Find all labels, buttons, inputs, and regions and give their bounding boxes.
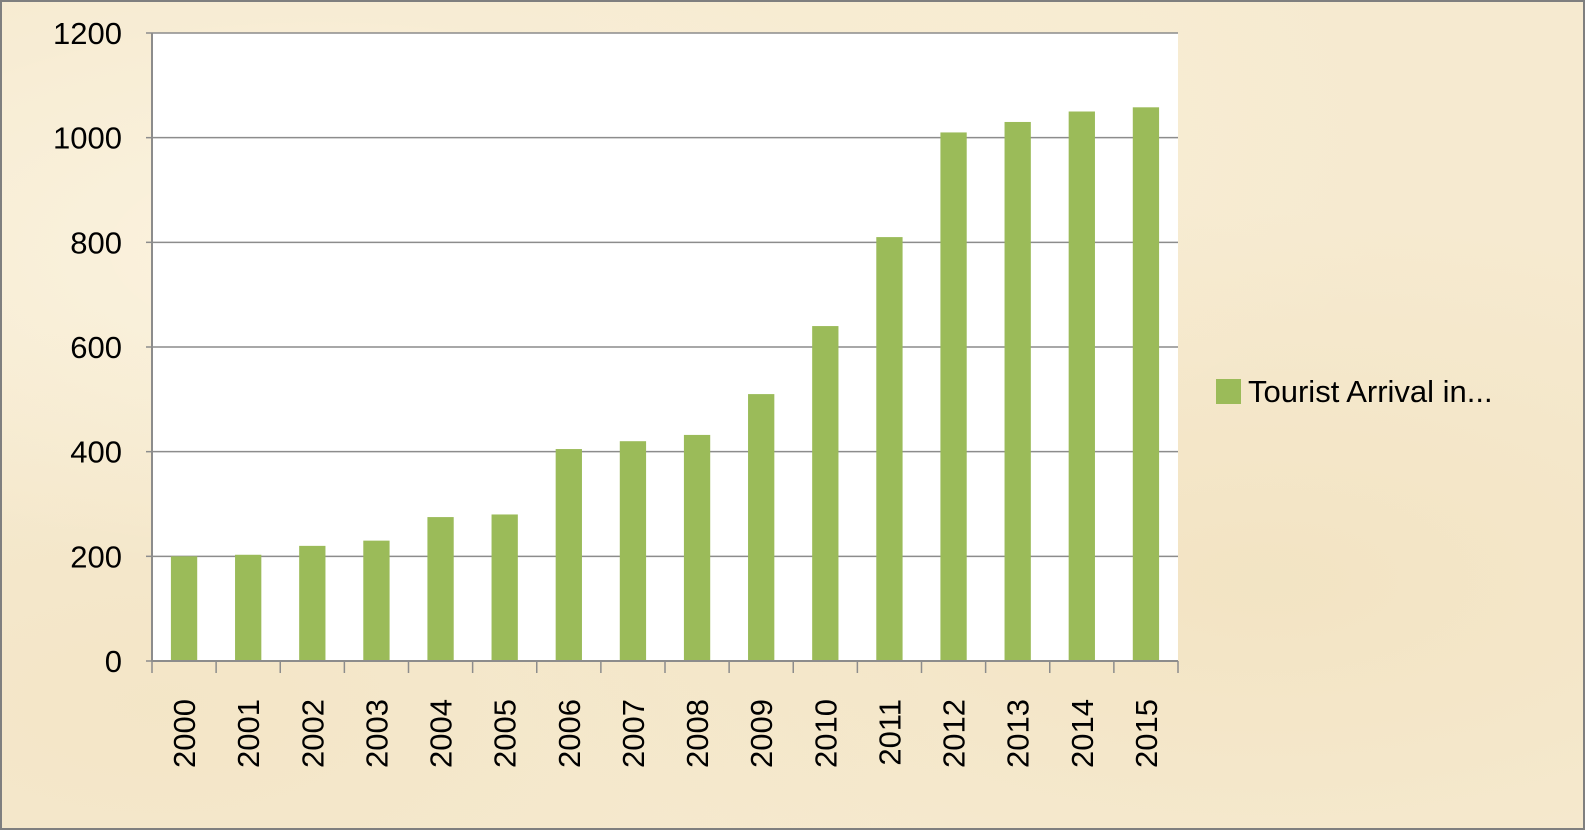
x-tick-label: 2013 [1001,699,1036,768]
x-tick-label: 2009 [744,699,779,768]
x-tick-label: 2005 [488,699,523,768]
bar [555,449,582,661]
bar [812,326,839,661]
x-tick-label: 2008 [680,699,715,768]
y-tick-labels: 0 200 400 600 800 1000 1200 [53,16,122,679]
x-tick-label: 2007 [616,699,651,768]
x-tick-label: 2014 [1065,699,1100,768]
x-tick-label: 2004 [424,699,459,768]
x-tick-labels: 2000 2001 2002 2003 2004 2005 2006 2007 2008 2009… [167,699,1164,768]
x-tick-label: 2006 [552,699,587,768]
x-tick-label: 2002 [295,699,330,768]
axes [146,32,1179,673]
legend-swatch [1216,379,1241,404]
y-tick-label: 200 [70,539,122,574]
x-tick-label: 2003 [359,699,394,768]
bar [363,540,390,661]
y-tick-label: 1000 [53,121,122,156]
bar [683,434,711,661]
bar [235,554,262,661]
x-tick-label: 2011 [872,699,907,766]
bar [1132,107,1160,661]
bar [299,545,326,661]
x-tick-label: 2000 [167,699,202,768]
y-tick-label: 0 [105,644,122,679]
bar [427,517,454,661]
y-tick-label: 800 [70,225,122,260]
bar [170,556,198,661]
y-tick-label: 1200 [53,16,122,51]
bar [619,441,647,661]
x-tick-label: 2015 [1129,699,1164,768]
x-tick-label: 2010 [808,699,843,768]
y-tick-label: 400 [70,435,122,470]
x-tick-label: 2001 [231,699,266,768]
bar [748,394,775,661]
legend: Tourist Arrival in... [1216,374,1493,409]
bar [491,514,518,661]
bar [1004,121,1031,661]
bar [1068,111,1095,661]
x-tick-label: 2012 [937,699,972,768]
bars [170,107,1160,661]
y-tick-label: 600 [70,330,122,365]
bar [940,132,967,661]
bar [876,237,903,661]
legend-label: Tourist Arrival in... [1248,374,1493,409]
